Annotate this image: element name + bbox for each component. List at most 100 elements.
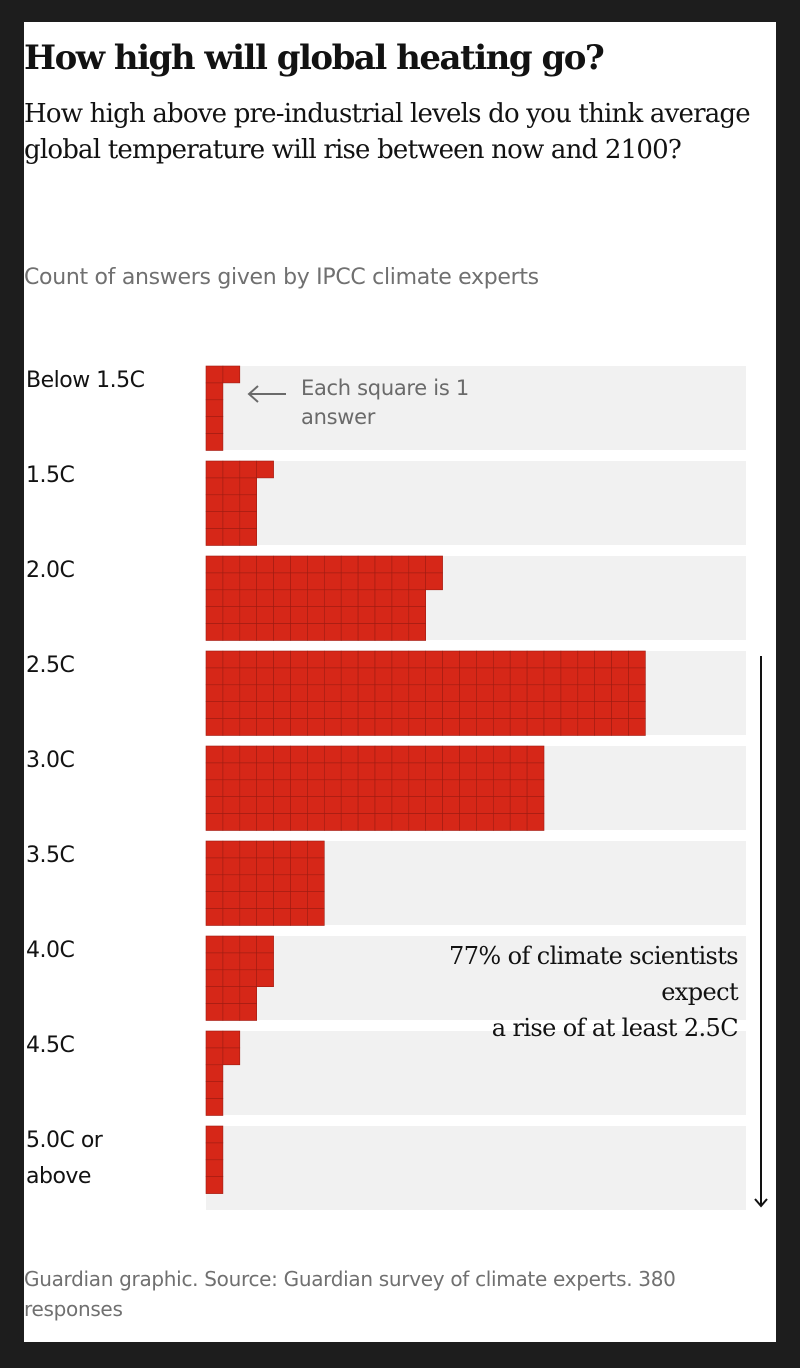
answer-square: [374, 796, 393, 814]
answer-square: [323, 762, 342, 781]
answer-square: [526, 684, 545, 702]
answer-square: [256, 952, 274, 971]
row-1-5c: 1.5C: [26, 460, 746, 546]
answer-square: [357, 745, 376, 764]
category-label: 4.5C: [26, 1033, 74, 1058]
answer-square: [509, 650, 528, 669]
answer-square: [476, 745, 494, 764]
answer-square: [273, 874, 291, 892]
answer-square: [323, 589, 342, 607]
answer-square: [442, 796, 460, 814]
answer-square: [459, 650, 477, 669]
answer-square: [459, 718, 477, 736]
answer-square: [205, 460, 224, 479]
answer-square: [340, 718, 359, 736]
answer-square: [222, 762, 241, 781]
answer-square: [222, 874, 241, 892]
answer-square: [256, 606, 274, 624]
answer-square: [476, 667, 494, 686]
category-label: 4.0C: [26, 938, 74, 963]
answer-square: [543, 718, 562, 736]
answer-square: [425, 762, 443, 781]
answer-square: [323, 606, 342, 624]
answer-square: [577, 701, 595, 719]
answer-square: [357, 762, 376, 781]
answer-square: [307, 650, 325, 669]
answer-square: [323, 684, 342, 702]
answer-square: [560, 684, 579, 702]
answer-square: [357, 701, 376, 719]
answer-square: [577, 667, 595, 686]
answer-square: [307, 667, 325, 686]
answer-square: [307, 840, 325, 859]
answer-square: [577, 684, 595, 702]
answer-square: [492, 684, 511, 702]
answer-square: [205, 555, 224, 574]
answer-square: [273, 555, 291, 574]
answer-square: [526, 779, 545, 797]
answer-square: [222, 494, 241, 512]
answer-square: [290, 684, 308, 702]
answer-square: [340, 779, 359, 797]
answer-square: [425, 701, 443, 719]
answer-square: [577, 718, 595, 736]
answer-square: [256, 650, 274, 669]
answer-square: [205, 969, 224, 987]
answer-square: [222, 1003, 241, 1021]
answer-square: [340, 589, 359, 607]
answer-square: [239, 684, 258, 702]
chart-caption: Count of answers given by IPCC climate e…: [24, 265, 539, 290]
answer-square: [374, 667, 393, 686]
chart-card: How high will global heating go? How hig…: [24, 22, 776, 1342]
answer-square: [425, 572, 443, 591]
answer-square: [256, 857, 274, 876]
answer-square: [290, 589, 308, 607]
answer-square: [492, 796, 511, 814]
answer-square: [374, 572, 393, 591]
answer-square: [222, 511, 241, 529]
answer-square: [408, 684, 426, 702]
answer-square: [492, 667, 511, 686]
answer-square: [357, 813, 376, 831]
answer-square: [340, 555, 359, 574]
answer-square: [543, 684, 562, 702]
answer-square: [307, 555, 325, 574]
answer-square: [425, 813, 443, 831]
answer-square: [239, 494, 258, 512]
answer-square: [307, 813, 325, 831]
answer-square: [594, 650, 612, 669]
answer-square: [273, 908, 291, 926]
answer-square: [357, 555, 376, 574]
answer-square: [307, 745, 325, 764]
answer-square: [239, 969, 258, 987]
answer-square: [476, 701, 494, 719]
answer-square: [492, 650, 511, 669]
answer-square: [205, 1064, 224, 1083]
answer-square: [391, 701, 410, 719]
answer-square: [205, 416, 224, 434]
answer-square: [357, 589, 376, 607]
answer-square: [391, 623, 410, 641]
answer-square: [425, 779, 443, 797]
answer-square: [205, 433, 224, 451]
answer-square: [611, 667, 629, 686]
answer-square: [340, 650, 359, 669]
answer-square: [391, 650, 410, 669]
answer-square: [256, 589, 274, 607]
answer-square: [425, 555, 443, 574]
answer-square: [307, 606, 325, 624]
answer-square: [476, 796, 494, 814]
answer-square: [273, 745, 291, 764]
answer-square: [273, 718, 291, 736]
answer-square: [273, 857, 291, 876]
answer-square: [307, 718, 325, 736]
answer-square: [340, 667, 359, 686]
answer-square: [307, 779, 325, 797]
answer-square: [222, 684, 241, 702]
row-3-0c: 3.0C: [26, 745, 746, 831]
answer-square: [374, 718, 393, 736]
answer-square: [222, 528, 241, 546]
answer-square: [442, 701, 460, 719]
answer-square: [205, 701, 224, 719]
answer-square: [459, 667, 477, 686]
